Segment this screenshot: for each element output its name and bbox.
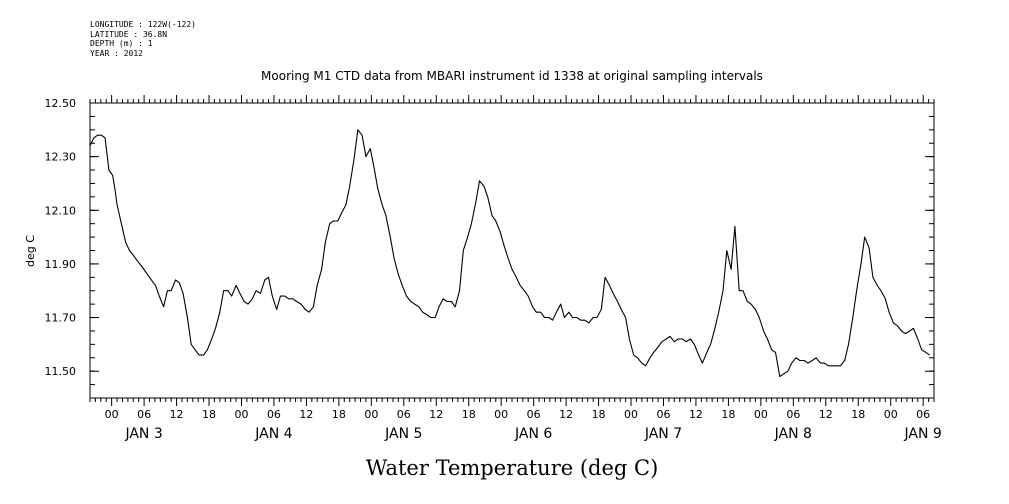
x-hour-label: 00 bbox=[494, 408, 508, 421]
longitude-line: LONGITUDE : 122W(-122) bbox=[90, 20, 196, 29]
y-tick-label: 12.50 bbox=[45, 97, 77, 110]
x-hour-label: 18 bbox=[592, 408, 606, 421]
x-hour-label: 00 bbox=[234, 408, 248, 421]
x-day-label: JAN 7 bbox=[644, 426, 682, 442]
x-axis-label: Water Temperature (deg C) bbox=[366, 456, 659, 480]
x-hour-label: 12 bbox=[689, 408, 703, 421]
depth-line: DEPTH (m) : 1 bbox=[90, 39, 153, 48]
x-hour-label: 12 bbox=[559, 408, 573, 421]
x-hour-label: 12 bbox=[170, 408, 184, 421]
temperature-series-line bbox=[89, 129, 931, 378]
x-day-label: JAN 4 bbox=[254, 426, 292, 442]
x-hour-label: 00 bbox=[364, 408, 378, 421]
x-hour-label: 00 bbox=[884, 408, 898, 421]
x-hour-label: 00 bbox=[754, 408, 768, 421]
latitude-line: LATITUDE : 36.8N bbox=[90, 29, 168, 39]
plot-frame bbox=[89, 102, 935, 399]
x-hour-label: 06 bbox=[267, 408, 281, 421]
x-hour-label: 00 bbox=[624, 408, 638, 421]
year-line: YEAR : 2012 bbox=[90, 48, 143, 58]
x-day-label: JAN 9 bbox=[904, 426, 942, 442]
chart-title: Mooring M1 CTD data from MBARI instrumen… bbox=[261, 69, 763, 83]
x-hour-label: 12 bbox=[429, 408, 443, 421]
x-hour-label: 00 bbox=[105, 408, 119, 421]
x-hour-label: 12 bbox=[299, 408, 313, 421]
x-hour-label: 06 bbox=[397, 408, 411, 421]
x-hour-label: 18 bbox=[332, 408, 346, 421]
y-tick-label: 12.30 bbox=[45, 151, 77, 164]
x-hour-label: 06 bbox=[786, 408, 800, 421]
x-axis: 00 06 12 18 00 06 12 18 00 06 12 18 00 06 12 18 00 06 12 18… bbox=[89, 95, 942, 442]
y-tick-label: 12.10 bbox=[45, 204, 77, 217]
x-hour-label: 06 bbox=[527, 408, 541, 421]
y-axis: 12.50 12.30 12.10 11.90 11.70 11.50 bbox=[45, 97, 934, 399]
y-tick-label: 11.90 bbox=[45, 258, 77, 271]
x-day-label: JAN 6 bbox=[514, 426, 552, 442]
y-tick-label: 11.70 bbox=[45, 312, 77, 325]
x-hour-label: 18 bbox=[721, 408, 735, 421]
x-day-label: JAN 3 bbox=[124, 426, 162, 442]
x-day-label: JAN 8 bbox=[774, 426, 812, 442]
x-hour-label: 06 bbox=[137, 408, 151, 421]
x-hour-label: 18 bbox=[851, 408, 865, 421]
y-axis-label: deg C bbox=[24, 235, 37, 267]
x-hour-label: 12 bbox=[819, 408, 833, 421]
x-hour-label: 06 bbox=[656, 408, 670, 421]
y-tick-label: 11.50 bbox=[45, 365, 77, 378]
metadata-block: LONGITUDE : 122W(-122) LATITUDE : 36.8N … bbox=[90, 20, 196, 58]
x-hour-label: 18 bbox=[462, 408, 476, 421]
x-hour-label: 18 bbox=[202, 408, 216, 421]
x-hour-label: 06 bbox=[916, 408, 930, 421]
x-day-label: JAN 5 bbox=[384, 426, 422, 442]
